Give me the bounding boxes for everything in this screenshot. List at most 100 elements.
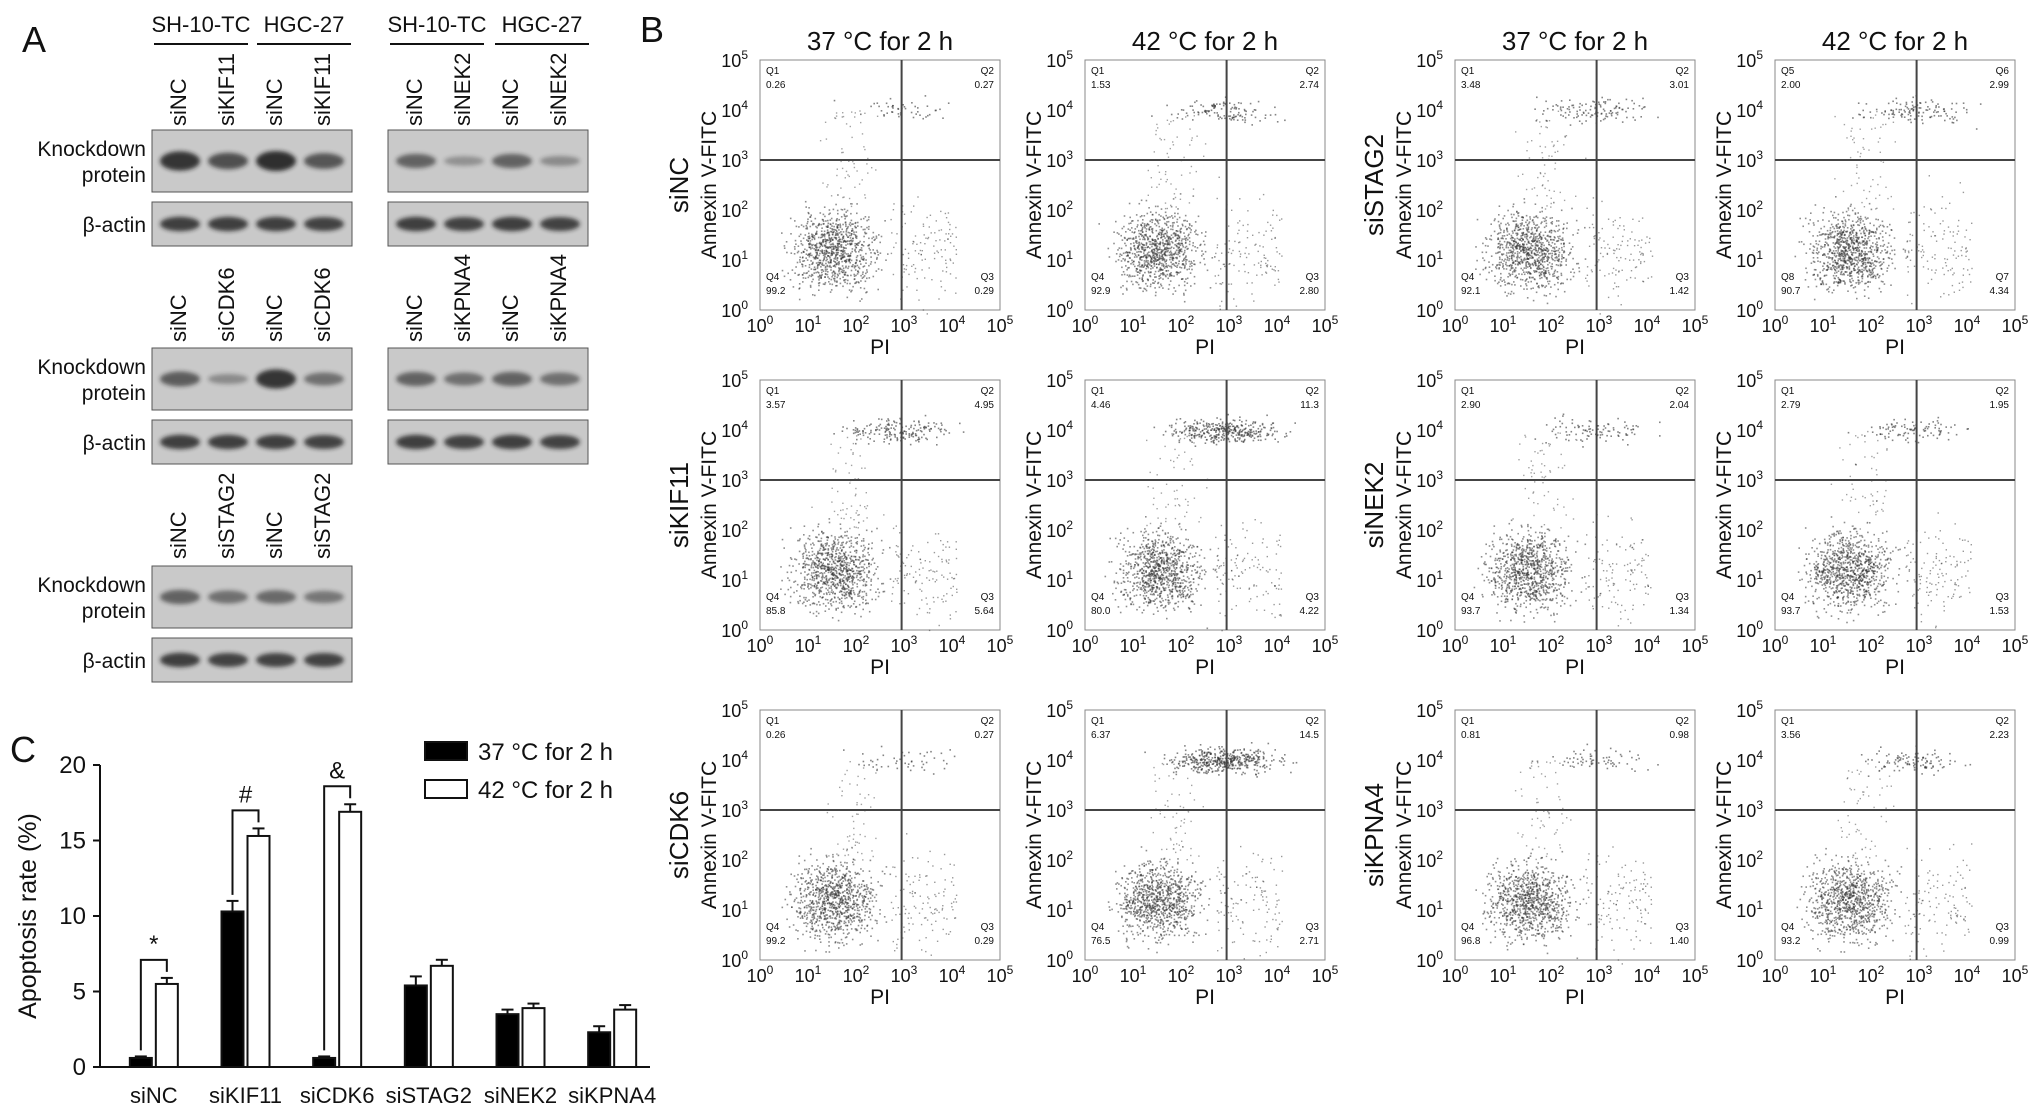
scatter-point: [1151, 593, 1154, 596]
group-label: HGC-27: [264, 12, 345, 37]
scatter-point: [945, 233, 947, 235]
scatter-point: [1160, 522, 1162, 525]
knockdown-band: [256, 590, 296, 604]
scatter-point: [803, 601, 805, 603]
scatter-point: [803, 534, 805, 536]
scatter-point: [839, 568, 841, 571]
scatter-point: [1195, 229, 1197, 232]
scatter-point: [1244, 252, 1246, 255]
y-tick-label: 103: [721, 468, 748, 491]
scatter-point: [1130, 554, 1133, 556]
scatter-point: [829, 283, 831, 285]
actin-band: [208, 653, 248, 667]
scatter-point: [795, 243, 797, 245]
scatter-point: [927, 114, 929, 117]
scatter-point: [925, 597, 927, 599]
scatter-point: [867, 602, 869, 605]
scatter-point: [832, 233, 834, 236]
x-axis-label: PI: [870, 656, 890, 679]
scatter-point: [868, 264, 870, 267]
scatter-point: [1184, 238, 1187, 240]
actin-band: [256, 216, 296, 232]
scatter-point: [827, 219, 829, 222]
scatter-point: [837, 274, 839, 277]
scatter-point: [821, 554, 823, 557]
scatter-point: [809, 284, 812, 287]
scatter-point: [845, 223, 847, 226]
scatter-point: [1169, 244, 1171, 246]
scatter-point: [1166, 577, 1169, 580]
scatter-point: [825, 265, 827, 268]
scatter-point: [914, 424, 916, 427]
scatter-point: [1166, 104, 1168, 107]
scatter-point: [835, 247, 837, 249]
scatter-point: [830, 240, 832, 242]
scatter-point: [828, 252, 831, 254]
scatter-point: [1151, 221, 1153, 224]
scatter-point: [1200, 604, 1202, 606]
scatter-point: [863, 146, 865, 148]
scatter-point: [1177, 113, 1179, 115]
scatter-point: [1162, 272, 1164, 274]
scatter-point: [1191, 428, 1194, 430]
lane-label: siKPNA4: [546, 254, 571, 342]
scatter-point: [1187, 234, 1189, 237]
scatter-point: [1117, 582, 1120, 585]
scatter-point: [840, 252, 843, 255]
scatter-point: [1158, 183, 1160, 186]
scatter-point: [1236, 432, 1239, 434]
scatter-point: [848, 540, 851, 543]
scatter-point: [841, 269, 844, 271]
scatter-point: [837, 549, 840, 551]
scatter-point: [1216, 427, 1219, 429]
scatter-point: [800, 224, 803, 226]
scatter-point: [835, 229, 838, 232]
scatter-point: [836, 273, 839, 276]
scatter-point: [1235, 106, 1238, 109]
scatter-point: [1145, 565, 1148, 567]
scatter-point: [940, 428, 943, 430]
scatter-point: [1181, 589, 1184, 592]
scatter-point: [1154, 540, 1157, 543]
scatter-point: [1163, 258, 1166, 260]
scatter-point: [1155, 570, 1158, 572]
scatter-point: [843, 260, 846, 262]
scatter-point: [1162, 249, 1165, 251]
scatter-point: [803, 581, 806, 584]
scatter-point: [843, 606, 845, 609]
scatter-point: [1161, 250, 1164, 253]
scatter-point: [819, 236, 822, 239]
scatter-point: [1155, 254, 1158, 257]
scatter-point: [1167, 269, 1170, 272]
scatter-point: [889, 578, 892, 580]
scatter-point: [800, 252, 803, 254]
scatter-point: [927, 236, 930, 239]
scatter-point: [863, 235, 865, 238]
scatter-point: [826, 593, 828, 596]
scatter-point: [1259, 245, 1261, 247]
y-tick-label: 105: [721, 368, 748, 391]
scatter-point: [860, 575, 863, 578]
actin-band: [396, 216, 436, 232]
scatter-point: [1155, 591, 1158, 593]
scatter-point: [1236, 440, 1238, 442]
scatter-point: [833, 271, 836, 273]
scatter-point: [824, 121, 827, 123]
scatter-point: [1254, 421, 1257, 423]
scatter-point: [1208, 424, 1211, 426]
scatter-point: [1141, 231, 1144, 233]
scatter-point: [1176, 257, 1178, 260]
scatter-point: [804, 234, 807, 236]
lane-label: siNEK2: [546, 53, 571, 126]
scatter-point: [826, 539, 829, 541]
scatter-point: [1155, 252, 1158, 255]
scatter-point: [821, 578, 824, 580]
scatter-point: [1181, 550, 1183, 553]
scatter-point: [1169, 225, 1172, 227]
scatter-point: [1154, 253, 1157, 255]
scatter-point: [836, 248, 839, 251]
scatter-point: [1229, 425, 1232, 428]
scatter-point: [955, 541, 957, 543]
scatter-point: [832, 578, 835, 580]
scatter-point: [826, 582, 829, 584]
